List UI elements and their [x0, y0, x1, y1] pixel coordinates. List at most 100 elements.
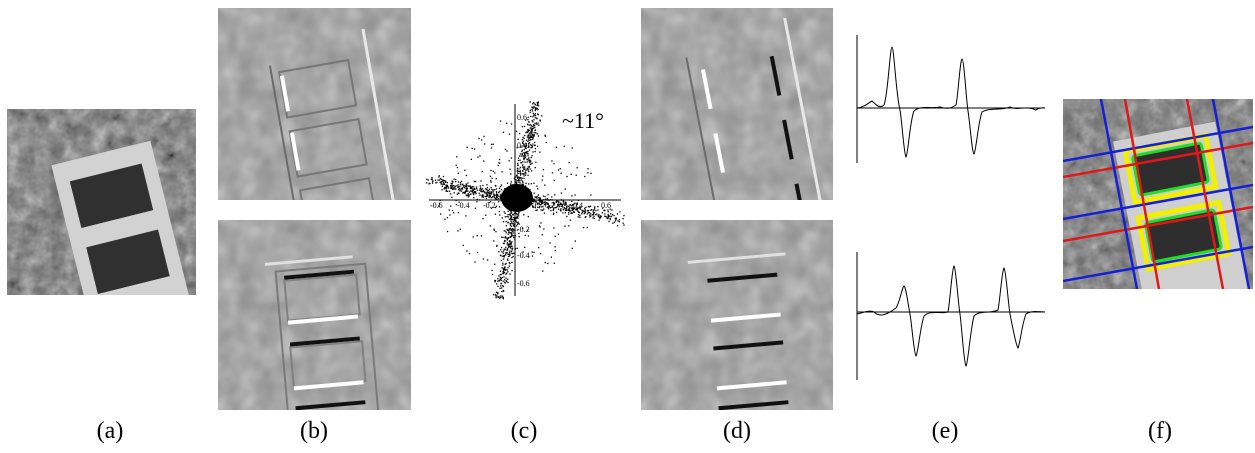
scatter-point	[611, 214, 614, 216]
scatter-point	[529, 137, 531, 139]
scatter-point	[440, 178, 443, 181]
scatter-point	[510, 220, 512, 223]
scatter-point	[553, 212, 555, 214]
scatter-point	[482, 196, 484, 198]
scatter-point	[555, 201, 557, 203]
scatter-point	[496, 199, 499, 201]
scatter-point	[504, 266, 506, 268]
scatter-point	[484, 195, 486, 198]
scatter-point	[550, 256, 552, 258]
scatter-point	[515, 130, 518, 132]
scatter-point	[503, 230, 505, 232]
scatter-point	[608, 220, 610, 223]
scatter-point	[509, 232, 511, 234]
grid-line-blue	[1063, 245, 1253, 283]
scatter-point	[451, 184, 453, 187]
scatter-point	[532, 112, 534, 114]
scatter-point	[516, 215, 518, 217]
scatter-point	[459, 185, 461, 188]
scatter-point	[500, 184, 503, 186]
scatter-point	[531, 155, 533, 157]
scatter-point	[534, 107, 537, 109]
scatter-point	[506, 215, 508, 218]
scatter-point	[533, 133, 535, 136]
y-tick-label: 0.6	[517, 113, 527, 122]
scatter-point	[465, 174, 468, 177]
scatter-point	[517, 213, 519, 215]
scatter-point	[523, 152, 525, 154]
scatter-point	[557, 233, 560, 235]
scatter-point	[525, 132, 527, 134]
scatter-point	[518, 155, 521, 157]
scatter-point	[500, 236, 503, 238]
scatter-point	[527, 124, 529, 126]
scatter-point	[522, 173, 524, 175]
scatter-point	[599, 217, 601, 219]
scatter-point	[500, 249, 502, 251]
scatter-point	[465, 215, 467, 217]
scatter-point	[522, 166, 524, 169]
scatter-point	[498, 275, 500, 277]
scatter-point	[518, 223, 520, 225]
scatter-point	[457, 212, 459, 214]
scatter-point	[428, 183, 430, 185]
scatter-point	[500, 287, 503, 289]
scatter-point	[469, 185, 472, 188]
scatter-point	[473, 180, 475, 183]
scatter-point	[438, 205, 440, 207]
scatter-point	[527, 143, 530, 145]
scatter-point	[457, 184, 459, 186]
scatter-point	[598, 214, 600, 216]
scatter-point	[517, 176, 519, 178]
scatter-point	[523, 155, 525, 157]
scatter-point	[534, 113, 537, 115]
scatter-point	[486, 184, 488, 186]
scatter-point	[527, 235, 530, 237]
scatter-point	[504, 240, 506, 243]
scatter-point	[534, 147, 536, 150]
scatter-point	[437, 179, 439, 181]
scatter-point	[618, 221, 620, 223]
scatter-point	[508, 231, 510, 234]
scatter-point	[584, 210, 586, 212]
scatter-point	[509, 250, 511, 252]
scatter-point	[488, 192, 491, 195]
x-tick-label: 0.4	[573, 201, 583, 210]
scatter-point	[542, 175, 544, 177]
scatter-point	[562, 203, 565, 205]
y-tick-label: 0.4	[517, 141, 527, 150]
scatter-point	[487, 194, 489, 196]
scatter-point	[521, 154, 523, 156]
scatter-point	[473, 148, 476, 150]
scatter-point	[505, 237, 507, 239]
scatter-point	[497, 293, 499, 295]
scatter-point	[488, 201, 490, 204]
scatter-point	[509, 240, 511, 242]
scatter-point	[542, 205, 544, 208]
scatter-point	[505, 246, 507, 248]
scatter-point	[527, 153, 529, 155]
scatter-point	[450, 187, 452, 190]
scatter-point	[530, 144, 532, 146]
scatter-point	[495, 178, 497, 180]
scatter-point	[533, 251, 535, 253]
scatter-point	[503, 269, 505, 271]
scatter-point	[560, 210, 562, 212]
scatter-point	[584, 207, 586, 209]
scatter-point	[496, 194, 498, 196]
scatter-point	[512, 214, 514, 216]
scatter-point	[553, 262, 555, 264]
scatter-point	[512, 221, 514, 223]
scatter-point	[525, 139, 528, 141]
scatter-point	[513, 229, 515, 231]
scatter-point	[521, 165, 524, 167]
scatter-point	[609, 218, 611, 221]
scatter-point	[568, 211, 570, 213]
scatter-point	[530, 156, 532, 159]
scatter-point	[481, 194, 483, 196]
scatter-point	[508, 160, 510, 162]
scatter-point	[531, 106, 533, 108]
scatter-point	[431, 177, 433, 179]
scatter-point	[507, 255, 510, 258]
scatter-point	[542, 169, 545, 171]
